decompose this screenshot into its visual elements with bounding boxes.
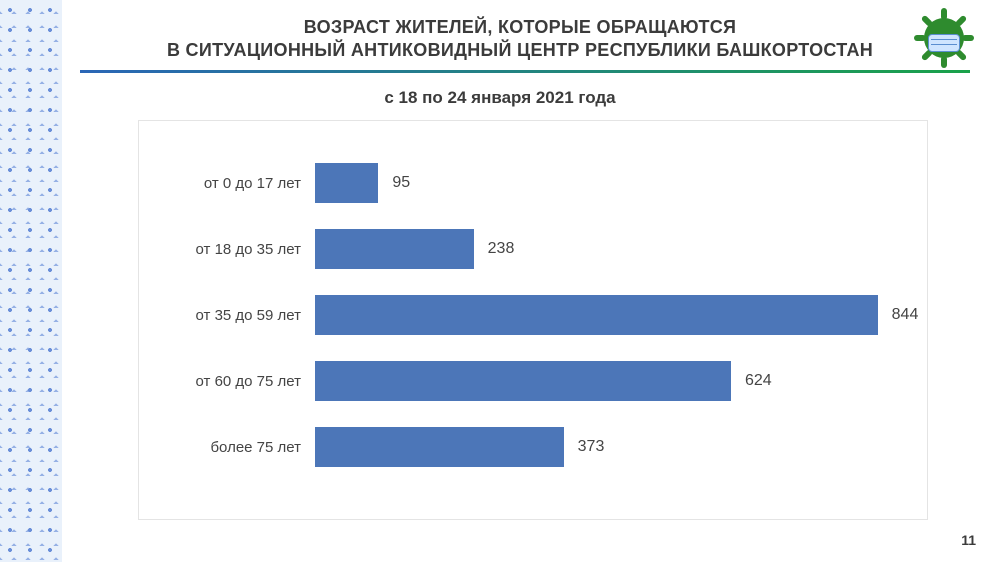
bar xyxy=(315,163,378,203)
value-label: 624 xyxy=(745,372,772,390)
value-label: 844 xyxy=(892,306,919,324)
category-label: от 0 до 17 лет xyxy=(139,175,315,192)
date-range-subtitle: с 18 по 24 января 2021 года xyxy=(0,88,1000,108)
chart-row: от 0 до 17 лет 95 xyxy=(139,163,927,203)
age-bar-chart: от 0 до 17 лет 95 от 18 до 35 лет 238 от 35 … xyxy=(138,120,928,520)
bar xyxy=(315,229,474,269)
decorative-left-pattern xyxy=(0,0,62,562)
category-label: от 60 до 75 лет xyxy=(139,373,315,390)
category-label: от 18 до 35 лет xyxy=(139,241,315,258)
title-line-1: ВОЗРАСТ ЖИТЕЛЕЙ, КОТОРЫЕ ОБРАЩАЮТСЯ xyxy=(100,16,940,39)
gradient-divider xyxy=(80,70,970,73)
chart-row: от 60 до 75 лет 624 xyxy=(139,361,927,401)
bar xyxy=(315,427,564,467)
page-number: 11 xyxy=(961,532,976,548)
bar-track: 624 xyxy=(315,361,927,401)
value-label: 95 xyxy=(392,174,410,192)
bar-track: 844 xyxy=(315,295,927,335)
category-label: более 75 лет xyxy=(139,439,315,456)
bar xyxy=(315,295,878,335)
chart-row: от 18 до 35 лет 238 xyxy=(139,229,927,269)
slide-title: ВОЗРАСТ ЖИТЕЛЕЙ, КОТОРЫЕ ОБРАЩАЮТСЯ В СИ… xyxy=(100,16,940,61)
bar-track: 373 xyxy=(315,427,927,467)
chart-row: от 35 до 59 лет 844 xyxy=(139,295,927,335)
value-label: 373 xyxy=(578,438,605,456)
title-line-2: В СИТУАЦИОННЫЙ АНТИКОВИДНЫЙ ЦЕНТР РЕСПУБ… xyxy=(100,39,940,62)
value-label: 238 xyxy=(488,240,515,258)
bar-track: 95 xyxy=(315,163,927,203)
chart-row: более 75 лет 373 xyxy=(139,427,927,467)
bar-track: 238 xyxy=(315,229,927,269)
bar xyxy=(315,361,731,401)
category-label: от 35 до 59 лет xyxy=(139,307,315,324)
